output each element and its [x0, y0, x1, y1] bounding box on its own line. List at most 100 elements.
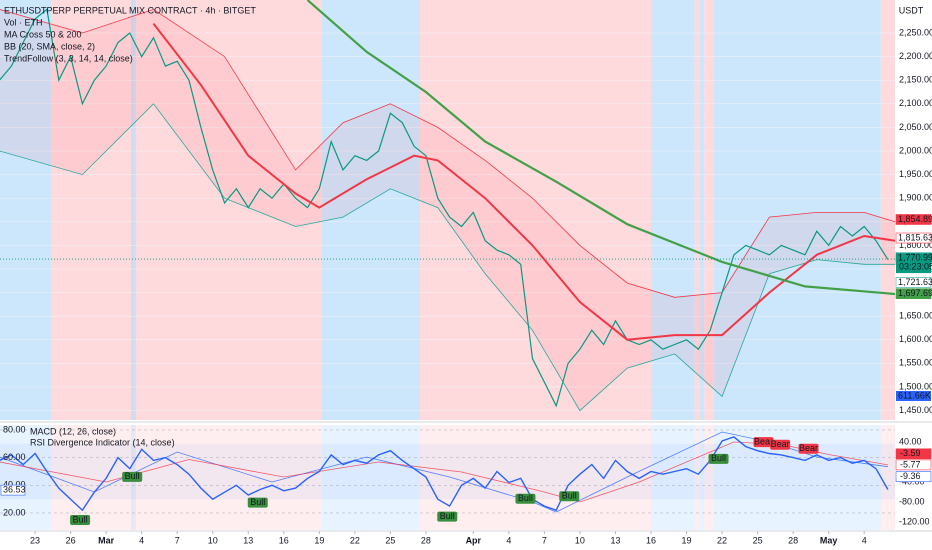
signal-label: Bull [250, 497, 265, 507]
signal-label: Bull [711, 453, 726, 463]
macd-tick-label: -80.00 [899, 496, 925, 506]
trend-band [321, 425, 421, 530]
y-tick-label: 2,100.00 [899, 98, 932, 108]
price-marker [895, 277, 932, 288]
rsi-line [0, 436, 889, 512]
legend-title: ETHUSDTPERP PERPETUAL MIX CONTRACT · 4h … [4, 5, 256, 15]
price-marker-label: 1,815.63 [898, 232, 932, 242]
price-marker [895, 214, 932, 225]
macd-tick-label: 40.00 [899, 436, 922, 446]
y-tick-label: 1,600.00 [899, 334, 932, 344]
x-tick-label: 7 [542, 535, 547, 545]
price-line [0, 8, 889, 408]
x-tick-label: 22 [717, 535, 727, 545]
macd-marker-label: -5.77 [900, 459, 921, 469]
legend-item: Vol · ETH [4, 17, 43, 27]
y-tick-label: 1,450.00 [899, 405, 932, 415]
trend-band [51, 0, 322, 420]
trend-band [704, 425, 714, 530]
signal-box [559, 491, 580, 502]
x-tick-label: 22 [350, 535, 360, 545]
signal-label: Bear [754, 436, 773, 446]
x-tick-label: 10 [575, 535, 585, 545]
bb-fill [0, 9, 895, 411]
trend-band [650, 0, 695, 420]
rsi-zone [0, 443, 895, 500]
x-tick-label: 25 [753, 535, 763, 545]
trend-band [650, 425, 695, 530]
macd-marker [895, 448, 932, 460]
x-tick-label: 16 [646, 535, 656, 545]
rsi-tick-label: 40.00 [3, 480, 26, 490]
trend-band [694, 425, 700, 530]
x-tick-label: Mar [98, 535, 115, 545]
x-tick-label: 7 [175, 535, 180, 545]
trend-band [880, 0, 895, 420]
price-marker-label: 1,697.69 [898, 288, 932, 298]
x-tick-label: Apr [466, 535, 482, 545]
signal-box [247, 497, 268, 508]
rsi-marker-label: 36.53 [3, 484, 26, 494]
signal-box [753, 437, 774, 448]
y-tick-label: 1,950.00 [899, 169, 932, 179]
macd-marker-label: -3.59 [900, 448, 921, 458]
legend-item: TrendFollow (3, 3, 14, 14, close) [4, 53, 133, 63]
trend-band [699, 425, 705, 530]
y-tick-label: 2,200.00 [899, 51, 932, 61]
x-tick-label: 19 [314, 535, 324, 545]
trend-band [713, 0, 881, 420]
x-tick-label: 13 [610, 535, 620, 545]
y-tick-label: 1,900.00 [899, 193, 932, 203]
trend-band [699, 0, 705, 420]
price-marker [895, 288, 932, 299]
signal-label: Bull [125, 471, 140, 481]
x-tick-label: 4 [139, 535, 144, 545]
signal-label: Bull [562, 491, 577, 501]
x-tick-label: 25 [385, 535, 395, 545]
x-tick-label: 28 [421, 535, 431, 545]
signal-box [798, 443, 819, 454]
signal-label: Bull [440, 511, 455, 521]
signal-label: Bull [73, 514, 88, 524]
x-tick-label: 16 [279, 535, 289, 545]
signal-label: Bear [771, 439, 790, 449]
ma50-line [152, 22, 895, 341]
trend-band [704, 0, 714, 420]
y-tick-label: 2,000.00 [899, 145, 932, 155]
rsi-marker [0, 484, 26, 496]
x-tick-label: 26 [66, 535, 76, 545]
signal-label: Bull [518, 493, 533, 503]
signal-box [770, 439, 791, 450]
trend-band [420, 0, 651, 420]
signal-box [708, 453, 729, 464]
legend-item: BB (20, SMA, close, 2) [4, 41, 95, 51]
x-tick-label: 4 [506, 535, 511, 545]
y-tick-label: 2,050.00 [899, 122, 932, 132]
x-tick-label: 10 [208, 535, 218, 545]
macd-marker-label: -9.36 [900, 471, 921, 481]
pane-title: RSI Divergence Indicator (14, close) [30, 437, 175, 447]
x-tick-label: May [820, 535, 838, 545]
x-tick-label: 28 [788, 535, 798, 545]
macd-marker [895, 459, 932, 471]
bb-lower [0, 103, 895, 412]
y-tick-label: 1,800.00 [899, 240, 932, 250]
y-tick-label: 1,550.00 [899, 358, 932, 368]
x-tick-label: 4 [862, 535, 867, 545]
countdown-label: 03:23:05 [899, 261, 932, 271]
y-tick-label: 2,150.00 [899, 75, 932, 85]
trend-band [51, 425, 322, 530]
signal-box [122, 471, 143, 482]
trend-band [880, 425, 895, 530]
macd-tick-label: -120.00 [899, 516, 930, 526]
x-tick-label: 13 [243, 535, 253, 545]
rsi-tick-label: 60.00 [3, 452, 26, 462]
last-price-label: 1,770.99 [898, 252, 932, 262]
x-tick-label: 19 [682, 535, 692, 545]
trend-band [694, 0, 700, 420]
axis-unit: USDT [899, 5, 924, 15]
signal-box [515, 493, 536, 504]
trend-band [321, 0, 421, 420]
rsi-tick-label: 80.00 [3, 424, 26, 434]
